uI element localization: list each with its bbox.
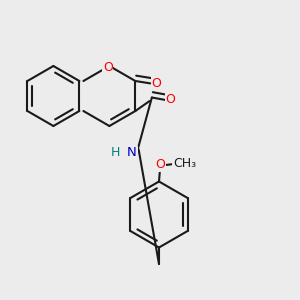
Text: H: H [111,146,120,159]
Text: O: O [166,93,176,106]
Text: N: N [127,146,137,160]
Text: O: O [103,61,113,74]
Text: O: O [152,77,161,90]
Text: CH₃: CH₃ [173,157,196,170]
Text: O: O [156,158,165,172]
